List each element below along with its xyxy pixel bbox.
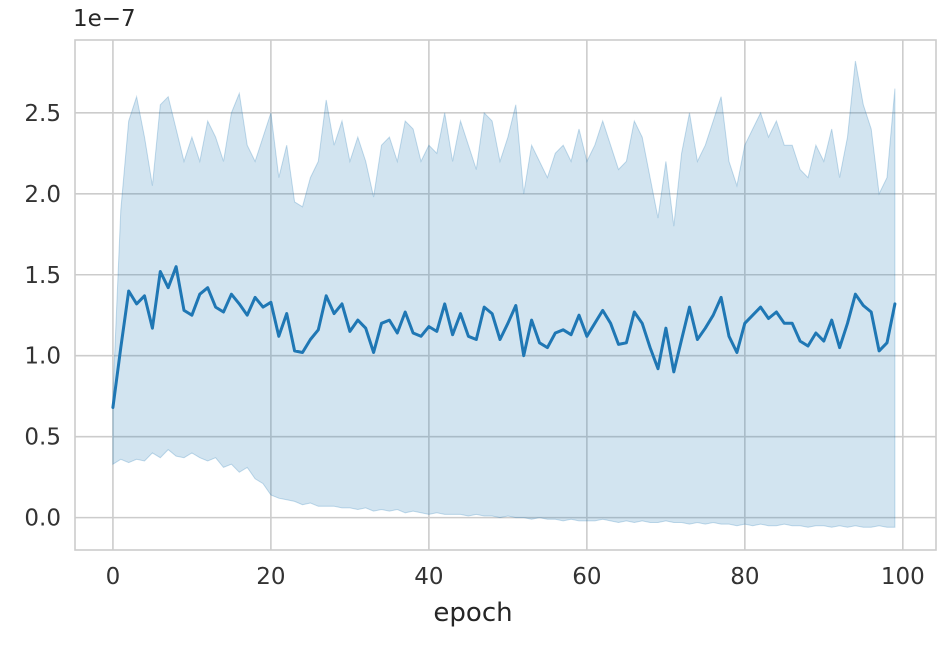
x-tick-label: 40: [414, 564, 443, 590]
plot-border: [74, 39, 937, 551]
x-tick-label: 60: [572, 564, 601, 590]
confidence-band: [112, 60, 896, 528]
mean-line: [111, 265, 897, 409]
plot-area: [75, 40, 936, 550]
x-tick-label: 80: [730, 564, 759, 590]
y-tick-label: 2.5: [24, 101, 61, 127]
y-tick-label: 0.0: [24, 506, 61, 532]
y-tick-label: 0.5: [24, 425, 61, 451]
y-axis-offset-label: 1e−7: [73, 6, 136, 32]
x-tick-label: 20: [256, 564, 285, 590]
y-tick-label: 1.5: [24, 263, 61, 289]
x-axis-label: epoch: [433, 598, 513, 628]
y-tick-label: 1.0: [24, 344, 61, 370]
x-tick-label: 0: [106, 564, 121, 590]
y-tick-label: 2.0: [24, 182, 61, 208]
x-tick-label: 100: [881, 564, 925, 590]
